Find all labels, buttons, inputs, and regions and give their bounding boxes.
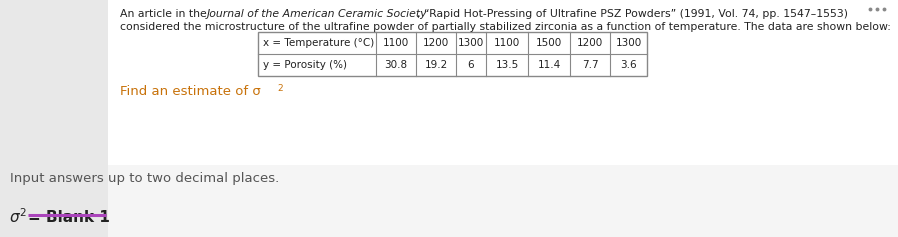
Text: Find an estimate of σ: Find an estimate of σ xyxy=(120,85,260,98)
Text: 1100: 1100 xyxy=(494,38,520,48)
Text: σ: σ xyxy=(10,210,20,225)
Text: 7.7: 7.7 xyxy=(582,60,598,70)
Text: considered the microstructure of the ultrafine powder of partially stabilized zi: considered the microstructure of the ult… xyxy=(120,22,891,32)
FancyBboxPatch shape xyxy=(108,165,898,237)
Text: 13.5: 13.5 xyxy=(496,60,519,70)
Text: 1300: 1300 xyxy=(458,38,484,48)
Text: x = Temperature (°C): x = Temperature (°C) xyxy=(263,38,374,48)
Text: 30.8: 30.8 xyxy=(384,60,408,70)
Text: 1500: 1500 xyxy=(536,38,562,48)
Text: Journal of the American Ceramic Society: Journal of the American Ceramic Society xyxy=(207,9,427,19)
Text: = Blank 1: = Blank 1 xyxy=(28,210,110,225)
Text: 1100: 1100 xyxy=(383,38,409,48)
Text: 2: 2 xyxy=(19,208,26,218)
Text: 1300: 1300 xyxy=(615,38,642,48)
Text: 1200: 1200 xyxy=(577,38,603,48)
Text: 1200: 1200 xyxy=(423,38,449,48)
FancyBboxPatch shape xyxy=(0,0,108,237)
Text: Input answers up to two decimal places.: Input answers up to two decimal places. xyxy=(10,172,279,185)
Text: , “Rapid Hot-Pressing of Ultrafine PSZ Powders” (1991, Vol. 74, pp. 1547–1553): , “Rapid Hot-Pressing of Ultrafine PSZ P… xyxy=(417,9,848,19)
Text: An article in the: An article in the xyxy=(120,9,210,19)
Text: 6: 6 xyxy=(468,60,474,70)
Text: 2: 2 xyxy=(277,84,283,93)
Bar xyxy=(258,32,647,76)
Text: 3.6: 3.6 xyxy=(621,60,637,70)
FancyBboxPatch shape xyxy=(108,0,898,165)
Text: 11.4: 11.4 xyxy=(537,60,560,70)
Text: 19.2: 19.2 xyxy=(425,60,447,70)
Text: y = Porosity (%): y = Porosity (%) xyxy=(263,60,347,70)
